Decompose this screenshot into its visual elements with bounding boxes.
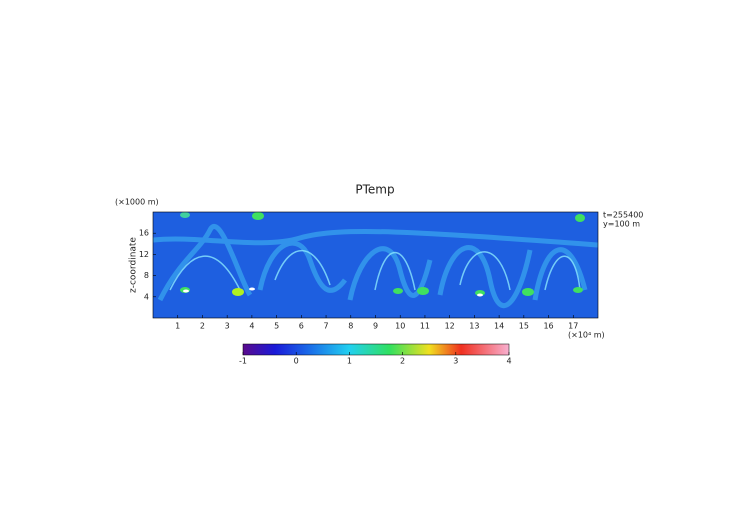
colorbar <box>242 343 510 356</box>
x-tick-label: 17 <box>568 322 578 331</box>
x-tick-label: 3 <box>225 322 230 331</box>
y-axis-label: z-coordinate <box>129 237 139 293</box>
colorbar-tick-label: 1 <box>347 357 352 366</box>
x-tick-label: 6 <box>299 322 304 331</box>
x-tick-label: 2 <box>200 322 205 331</box>
field <box>153 212 598 318</box>
x-tick-label: 1 <box>175 322 180 331</box>
annotation: t=255400 <box>603 211 643 220</box>
colorbar-tick-label: 2 <box>400 357 405 366</box>
x-tick-label: 14 <box>494 322 504 331</box>
y-tick-label: 12 <box>139 250 149 259</box>
x-tick-label: 4 <box>249 322 254 331</box>
y-tick-label: 4 <box>144 292 149 301</box>
colorbar-tick-label: 3 <box>453 357 458 366</box>
annotation: y=100 m <box>603 220 640 229</box>
x-tick-label: 16 <box>543 322 553 331</box>
x-tick-label: 8 <box>348 322 353 331</box>
colorbar-tick-label: 4 <box>506 357 511 366</box>
y-unit-label: (×1000 m) <box>115 198 159 207</box>
x-tick-label: 7 <box>324 322 329 331</box>
x-tick-label: 5 <box>274 322 279 331</box>
x-tick-label: 13 <box>469 322 479 331</box>
x-tick-label: 9 <box>373 322 378 331</box>
x-tick-label: 12 <box>445 322 455 331</box>
colorbar-tick-label: -1 <box>239 357 247 366</box>
x-tick-label: 11 <box>420 322 430 331</box>
x-tick-label: 10 <box>395 322 405 331</box>
y-tick-label: 8 <box>144 271 149 280</box>
x-tick-label: 15 <box>519 322 529 331</box>
colorbar-tick-label: 0 <box>294 357 299 366</box>
y-tick-label: 16 <box>139 229 149 238</box>
x-axis-label: (×10⁴ m) <box>568 331 605 340</box>
chart-title: PTemp <box>355 183 394 197</box>
